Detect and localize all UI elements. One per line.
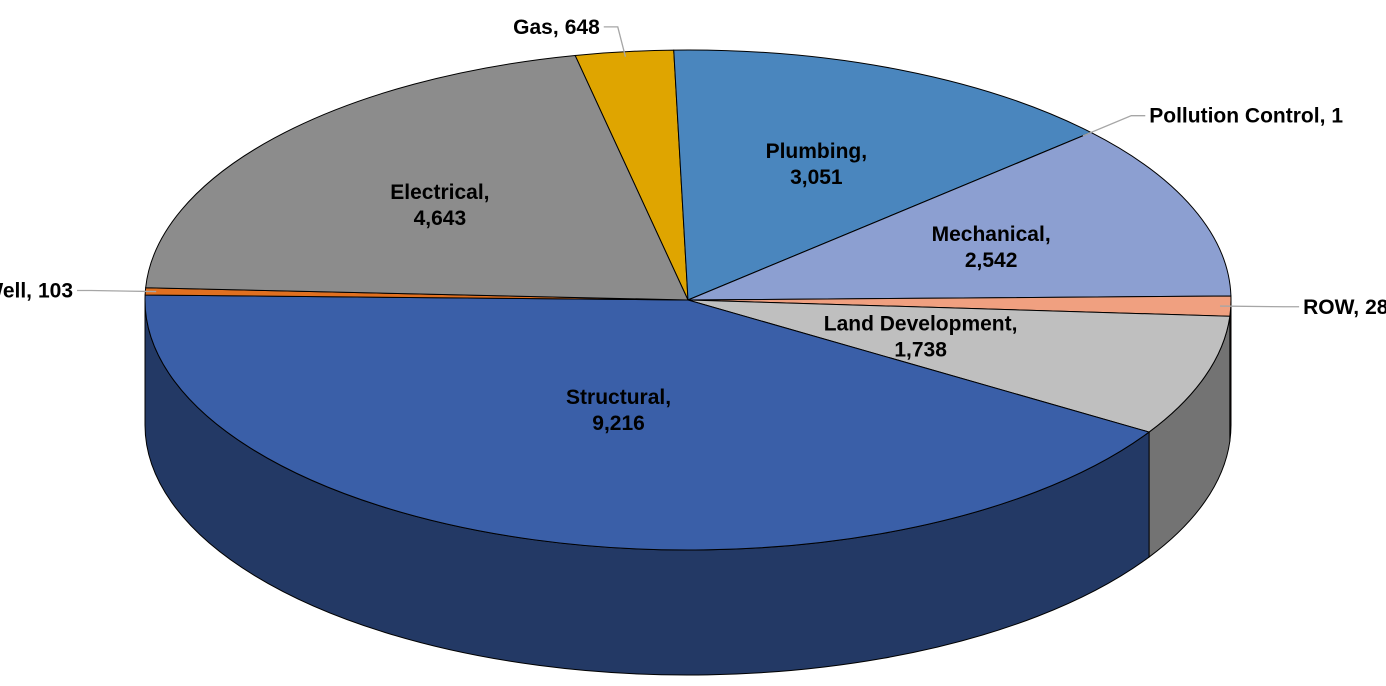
label-separator: ,: [26, 280, 32, 303]
slice: [687, 131, 1232, 301]
label-separator: ,: [861, 140, 867, 163]
category-label: Structural: [566, 386, 665, 409]
value-label: 1: [1331, 105, 1343, 128]
slice: [144, 294, 1151, 551]
leader-line: [603, 26, 627, 57]
slice: [673, 49, 1093, 301]
value-label: 9,216: [592, 412, 645, 435]
value-label: 648: [565, 16, 600, 39]
data-label: ROW, 287: [1303, 296, 1386, 319]
value-label: 287: [1365, 296, 1386, 319]
data-label: Well, 103: [0, 280, 73, 303]
leader-line: [1082, 115, 1146, 137]
data-label: Pollution Control, 1: [1149, 105, 1343, 128]
label-separator: ,: [1320, 105, 1326, 128]
slice: [145, 54, 689, 301]
value-label: 4,643: [414, 207, 467, 230]
data-label: Mechanical, 2,542: [932, 223, 1051, 272]
label-separator: ,: [553, 16, 559, 39]
data-label: Electrical, 4,643: [390, 181, 489, 230]
category-label: Mechanical: [932, 223, 1045, 246]
value-label: 2,542: [965, 249, 1018, 272]
leader-line: [1219, 305, 1300, 308]
slice: [687, 299, 1231, 433]
label-separator: ,: [484, 181, 490, 204]
label-separator: ,: [1012, 312, 1018, 335]
category-label: Plumbing: [766, 140, 862, 163]
value-label: 3,051: [790, 166, 843, 189]
data-label: Gas, 648: [513, 16, 600, 39]
category-label: ROW: [1303, 296, 1355, 319]
category-label: Pollution Control: [1149, 105, 1319, 128]
value-label: 103: [38, 280, 73, 303]
data-label: Land Development, 1,738: [824, 312, 1018, 361]
category-label: Gas: [513, 16, 553, 39]
leader-line: [77, 289, 157, 293]
category-label: Land Development: [824, 312, 1012, 335]
label-separator: ,: [1353, 296, 1359, 319]
data-label: Plumbing, 3,051: [766, 140, 868, 189]
value-label: 1,738: [894, 338, 947, 361]
label-separator: ,: [1045, 223, 1051, 246]
label-separator: ,: [665, 386, 671, 409]
category-label: Well: [0, 280, 26, 303]
data-label: Structural, 9,216: [566, 386, 671, 435]
category-label: Electrical: [390, 181, 483, 204]
